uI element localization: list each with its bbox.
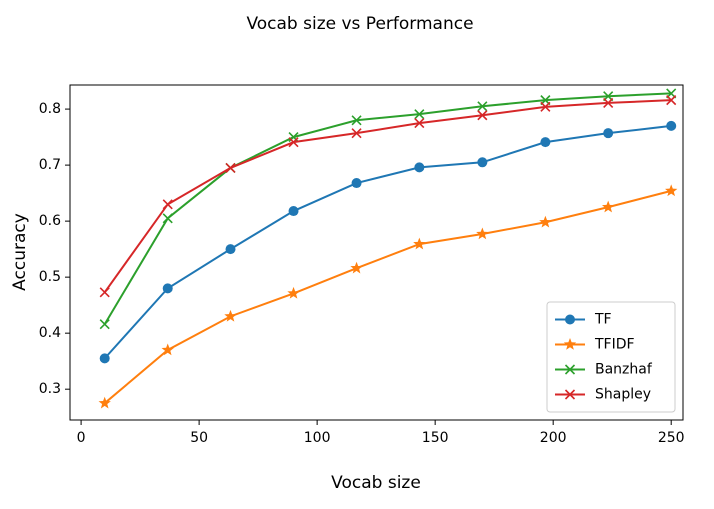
marker: [601, 200, 615, 213]
y-tick-label: 0.8: [39, 101, 61, 117]
series-line: [103, 124, 672, 360]
series-line: [103, 92, 672, 325]
marker: [540, 101, 551, 112]
x-tick-label: 200: [540, 430, 567, 446]
marker: [162, 199, 173, 210]
legend-box: [546, 301, 676, 413]
marker: [666, 95, 677, 106]
legend-text: Shapley: [595, 387, 651, 403]
legend-marker: [563, 338, 577, 350]
marker: [539, 215, 552, 228]
y-axis-label: Accuracy: [10, 213, 30, 291]
marker: [351, 178, 362, 189]
legend-text: Banzhaf: [595, 362, 653, 378]
marker: [665, 184, 678, 197]
legend: TF TFIDF Banzhaf Shapley: [546, 301, 676, 413]
marker: [99, 353, 110, 364]
y-tick-label: 0.6: [39, 213, 61, 229]
marker: [99, 319, 110, 330]
marker: [477, 110, 488, 121]
y-tick-label: 0.7: [39, 157, 61, 173]
marker: [351, 115, 362, 126]
legend-text: TFIDF: [594, 337, 635, 353]
marker: [476, 227, 489, 240]
marker: [288, 206, 299, 217]
x-tick-label: 0: [77, 430, 86, 446]
legend-text: TF: [594, 312, 612, 328]
y-tick-label: 0.3: [39, 381, 61, 397]
legend-marker: [564, 364, 576, 375]
marker: [603, 97, 614, 108]
marker: [414, 118, 425, 129]
marker: [666, 120, 677, 131]
marker: [351, 128, 362, 139]
marker: [98, 396, 111, 409]
series-line: [103, 99, 672, 293]
x-tick-label: 100: [304, 430, 331, 446]
x-axis-label: Vocab size: [331, 473, 421, 493]
y-tick-label: 0.5: [39, 269, 61, 285]
y-tick-label: 0.4: [39, 325, 61, 341]
plot-frame: [69, 84, 684, 421]
x-tick-label: 50: [190, 430, 208, 446]
marker: [477, 157, 488, 168]
marker: [161, 343, 174, 356]
marker: [288, 137, 299, 148]
marker: [477, 101, 488, 112]
marker: [225, 162, 236, 173]
marker: [287, 286, 300, 299]
marker: [99, 287, 110, 298]
marker: [350, 261, 363, 274]
marker: [603, 128, 614, 139]
marker: [414, 162, 425, 173]
x-tick-label: 250: [658, 430, 685, 446]
marker: [162, 213, 173, 224]
marker: [540, 137, 551, 148]
legend-marker: [565, 314, 575, 325]
legend-marker: [564, 389, 576, 400]
marker: [162, 283, 173, 294]
series-line: [104, 189, 672, 404]
marker: [414, 109, 425, 120]
x-tick-label: 150: [422, 430, 449, 446]
marker: [413, 237, 426, 250]
marker: [224, 309, 237, 322]
chart-title: Vocab size vs Performance: [246, 14, 473, 34]
marker: [225, 244, 236, 255]
